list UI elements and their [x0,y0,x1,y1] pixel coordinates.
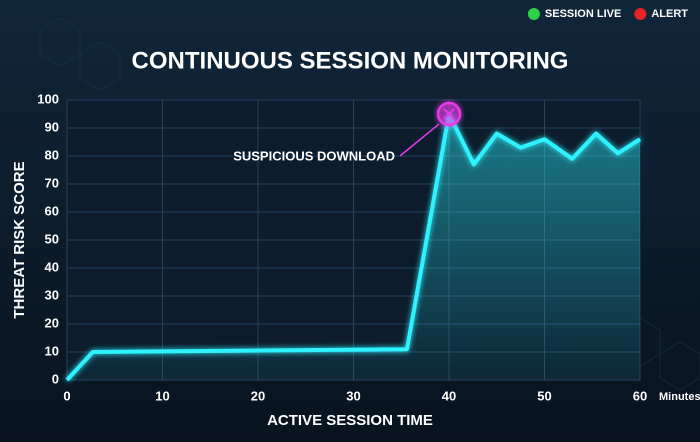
status-label: SESSION LIVE [545,8,621,20]
annotation-cross [443,108,455,120]
annotation-leader [399,123,440,157]
annotation-text: SUSPICIOUS DOWNLOAD [233,148,395,163]
status-dot [527,8,540,20]
y-tick-label: 0 [52,371,59,386]
y-tick-label: 40 [45,259,59,274]
x-tick-label: 30 [346,388,360,403]
y-tick-label: 100 [37,91,59,106]
x-tick-label: 20 [251,388,265,403]
x-axis-unit: Minutes [659,391,700,403]
y-tick-label: 70 [45,175,59,190]
x-tick-label: 50 [537,388,551,403]
y-tick-label: 30 [45,287,59,302]
y-tick-label: 60 [45,203,59,218]
y-tick-label: 20 [45,315,59,330]
area-fill [67,114,640,380]
data-line [65,112,642,382]
y-axis-label: THREAT RISK SCORE [11,161,28,318]
status-label: ALERT [651,8,688,20]
chart-title: CONTINUOUS SESSION MONITORING [132,47,569,74]
x-tick-label: 0 [63,388,70,403]
y-tick-label: 80 [45,147,59,162]
x-tick-label: 40 [442,388,456,403]
y-tick-label: 50 [45,231,59,246]
x-axis-label: ACTIVE SESSION TIME [267,412,433,429]
x-tick-label: 60 [633,388,647,403]
x-tick-label: 10 [155,388,169,403]
status-dot [634,8,647,20]
y-tick-label: 90 [45,119,59,134]
y-tick-label: 10 [45,343,59,358]
